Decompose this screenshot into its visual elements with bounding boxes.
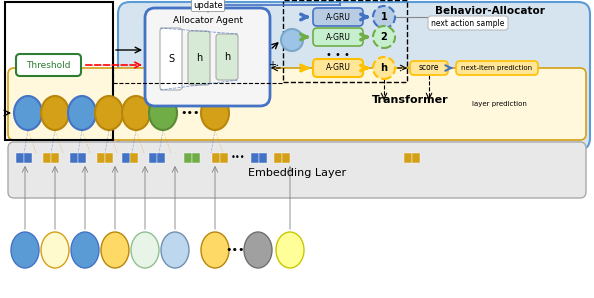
Text: Behavior-Allocator: Behavior-Allocator: [435, 6, 545, 16]
Ellipse shape: [68, 96, 96, 130]
FancyBboxPatch shape: [313, 8, 363, 26]
Bar: [157, 153, 165, 163]
Bar: [51, 153, 59, 163]
Text: h: h: [196, 53, 202, 63]
Bar: [283, 0, 407, 82]
Bar: [412, 153, 420, 163]
Bar: [184, 153, 192, 163]
FancyBboxPatch shape: [8, 142, 586, 198]
Text: next action sample: next action sample: [431, 18, 505, 27]
Ellipse shape: [131, 232, 159, 268]
Ellipse shape: [41, 232, 69, 268]
Text: h: h: [381, 63, 387, 73]
Text: • • •: • • •: [326, 50, 350, 60]
Bar: [130, 153, 138, 163]
Text: 2: 2: [381, 32, 387, 42]
Ellipse shape: [11, 232, 39, 268]
FancyBboxPatch shape: [188, 31, 210, 85]
Text: Transformer: Transformer: [372, 95, 448, 105]
Text: next-item prediction: next-item prediction: [462, 65, 533, 71]
Ellipse shape: [122, 96, 150, 130]
FancyBboxPatch shape: [16, 54, 81, 76]
FancyBboxPatch shape: [313, 59, 363, 77]
Bar: [105, 153, 113, 163]
Ellipse shape: [373, 26, 395, 48]
Text: •••: •••: [230, 153, 245, 162]
Ellipse shape: [201, 232, 229, 268]
Text: h: h: [224, 52, 230, 62]
Ellipse shape: [41, 96, 69, 130]
Bar: [149, 153, 157, 163]
Text: score: score: [419, 63, 439, 72]
Text: +: +: [268, 60, 276, 70]
Bar: [274, 153, 282, 163]
FancyBboxPatch shape: [8, 68, 586, 140]
Bar: [259, 153, 267, 163]
FancyBboxPatch shape: [428, 16, 508, 30]
Text: Threshold: Threshold: [26, 60, 70, 69]
Bar: [78, 153, 86, 163]
Bar: [97, 153, 105, 163]
Bar: [5, 2, 113, 140]
Text: A-GRU: A-GRU: [326, 13, 350, 21]
Text: Allocator Agent: Allocator Agent: [173, 16, 243, 25]
Text: A-GRU: A-GRU: [326, 63, 350, 72]
Bar: [251, 153, 259, 163]
Text: layer prediction: layer prediction: [472, 101, 527, 107]
FancyBboxPatch shape: [410, 61, 448, 75]
FancyBboxPatch shape: [118, 2, 590, 150]
Ellipse shape: [201, 96, 229, 130]
Ellipse shape: [14, 96, 42, 130]
FancyBboxPatch shape: [160, 28, 182, 90]
Ellipse shape: [101, 232, 129, 268]
Bar: [24, 153, 32, 163]
FancyBboxPatch shape: [456, 61, 538, 75]
Bar: [192, 153, 200, 163]
Bar: [122, 153, 130, 163]
FancyBboxPatch shape: [145, 8, 270, 106]
FancyBboxPatch shape: [216, 34, 238, 80]
Ellipse shape: [276, 232, 304, 268]
Ellipse shape: [71, 232, 99, 268]
Ellipse shape: [95, 96, 123, 130]
Ellipse shape: [244, 232, 272, 268]
Text: 1: 1: [381, 12, 387, 22]
FancyBboxPatch shape: [313, 28, 363, 46]
Bar: [212, 153, 220, 163]
Bar: [404, 153, 412, 163]
Ellipse shape: [161, 232, 189, 268]
Ellipse shape: [373, 57, 395, 79]
Text: •••: •••: [225, 245, 245, 255]
Bar: [220, 153, 228, 163]
Text: Embedding Layer: Embedding Layer: [248, 168, 346, 178]
Text: A-GRU: A-GRU: [326, 32, 350, 41]
Text: update: update: [193, 1, 223, 10]
Ellipse shape: [149, 96, 177, 130]
Bar: [43, 153, 51, 163]
Text: •••: •••: [180, 108, 200, 118]
Text: S: S: [168, 54, 174, 64]
Ellipse shape: [281, 29, 303, 51]
Bar: [16, 153, 24, 163]
Ellipse shape: [373, 6, 395, 28]
Bar: [70, 153, 78, 163]
Bar: [282, 153, 290, 163]
